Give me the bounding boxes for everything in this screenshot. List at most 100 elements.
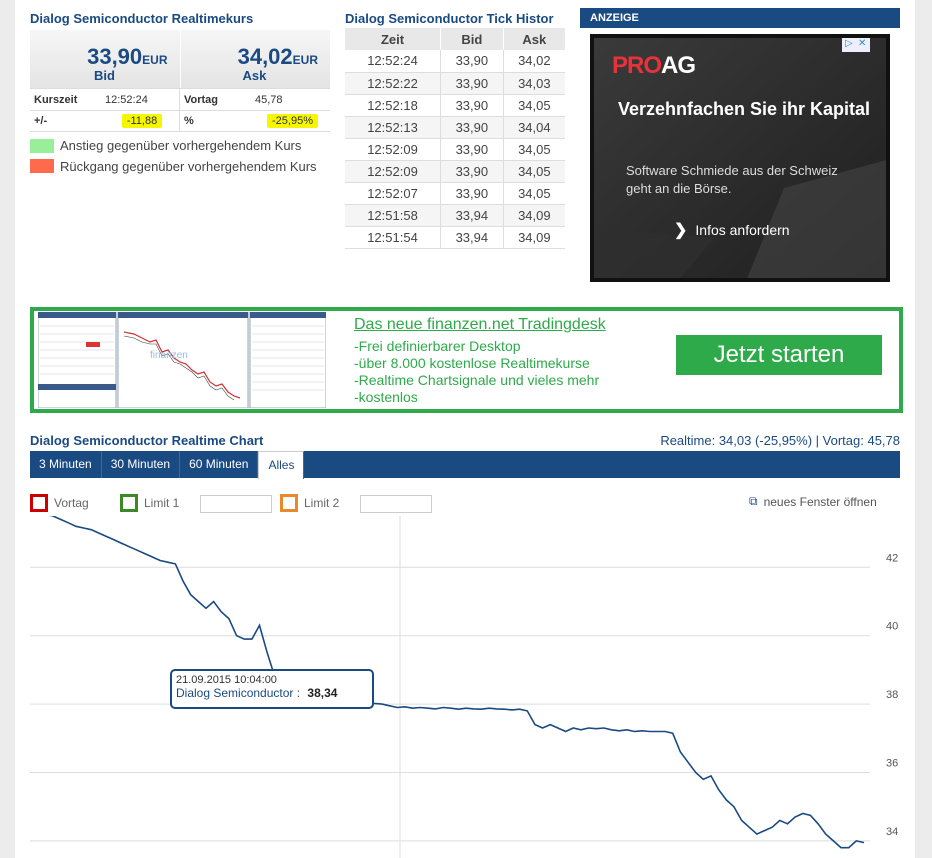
vortag-label: Vortag — [184, 93, 219, 106]
limit2-control[interactable]: Limit 2 — [280, 494, 339, 512]
vortag-checkbox[interactable] — [30, 494, 48, 512]
adchoices-icon: ▷ — [845, 38, 853, 49]
ad-cta-label: Infos anfordern — [695, 222, 790, 238]
tradingdesk-title[interactable]: Das neue finanzen.net Tradingdesk — [354, 316, 606, 333]
table-row: 12:52:18 33,90 34,05 — [345, 94, 565, 117]
limit2-checkbox[interactable] — [280, 494, 298, 512]
realtime-title: Dialog Semiconductor Realtimekurs — [30, 11, 254, 26]
pct-value: -25,95% — [267, 114, 318, 128]
bid-price-wrap: 33,90EUR — [87, 44, 167, 70]
tradingdesk-bullet: -Realtime Chartsignale und vieles mehr — [354, 372, 600, 388]
tooltip-value: 38,34 — [307, 686, 338, 700]
new-window-label: neues Fenster öffnen — [763, 494, 877, 509]
tick-header-ask: Ask — [503, 28, 565, 50]
proag-logo: PROAG — [612, 52, 696, 80]
tick-cell-ask: 34,09 — [503, 204, 565, 227]
series-line — [49, 516, 865, 849]
ad-cta[interactable]: ❯ Infos anfordern — [674, 220, 790, 240]
tick-cell-zeit: 12:52:22 — [345, 72, 442, 95]
table-row: 12:52:09 33,90 34,05 — [345, 160, 565, 183]
tick-cell-bid: 33,90 — [440, 138, 504, 161]
limit1-checkbox[interactable] — [120, 494, 138, 512]
tick-cell-ask: 34,09 — [503, 226, 565, 249]
price-chart[interactable]: 42 40 38 36 34 — [30, 516, 900, 858]
tick-table: Zeit Bid Ask 12:52:24 33,90 34,02 12:52:22 33,… — [345, 28, 565, 249]
y-tick-label: 36 — [886, 758, 898, 770]
chart-title: Dialog Semiconductor Realtime Chart — [30, 433, 264, 448]
tab-30-minuten[interactable]: 30 Minuten — [102, 451, 181, 478]
tick-cell-ask: 34,05 — [503, 160, 565, 183]
tick-cell-bid: 33,90 — [440, 72, 504, 95]
legend-up-text: Anstieg gegenüber vorhergehendem Kurs — [60, 138, 302, 153]
external-link-icon: ⧉ — [749, 494, 758, 508]
tick-cell-ask: 34,05 — [503, 94, 565, 117]
vortag-control[interactable]: Vortag — [30, 494, 89, 512]
legend-up-swatch — [30, 139, 54, 153]
chevron-right-icon: ❯ — [674, 222, 688, 239]
legend-up: Anstieg gegenüber vorhergehendem Kurs — [30, 138, 301, 153]
y-tick-label: 34 — [886, 826, 898, 838]
tick-cell-bid: 33,94 — [440, 204, 504, 227]
legend-down-text: Rückgang gegenüber vorhergehendem Kurs — [60, 159, 317, 174]
logo-ag: AG — [661, 52, 696, 79]
tab-alles[interactable]: Alles — [258, 451, 305, 479]
page: Dialog Semiconductor Realtimekurs 33,90E… — [15, 0, 915, 858]
chart-tabbar: 3 Minuten 30 Minuten 60 Minuten Alles — [30, 451, 900, 479]
realtime-box: 33,90EUR Bid 34,02EUR Ask Kurszeit 12:52… — [30, 30, 330, 132]
adchoices-badge[interactable]: ▷ ✕ — [842, 38, 870, 52]
ask-currency: EUR — [292, 53, 318, 67]
tradingdesk-bullet: -kostenlos — [354, 389, 418, 405]
limit2-label: Limit 2 — [304, 496, 340, 510]
tab-60-minuten[interactable]: 60 Minuten — [180, 451, 259, 478]
tick-header-bid: Bid — [440, 28, 504, 50]
pct-label: % — [184, 115, 194, 127]
ask-price-wrap: 34,02EUR — [238, 44, 318, 70]
limit1-label: Limit 1 — [144, 496, 180, 510]
ask-price: 34,02 — [237, 44, 293, 69]
tooltip-line: Dialog Semiconductor : 38,34 — [176, 686, 368, 700]
table-row: 12:52:22 33,90 34,03 — [345, 72, 565, 95]
ad-close-icon[interactable]: ✕ — [858, 38, 867, 49]
legend-down: Rückgang gegenüber vorhergehendem Kurs — [30, 158, 330, 175]
tick-cell-ask: 34,05 — [503, 182, 565, 205]
table-row: 12:51:58 33,94 34,09 — [345, 204, 565, 227]
y-tick-label: 38 — [886, 689, 898, 701]
bid-price: 33,90 — [87, 44, 143, 69]
table-row: 12:52:09 33,90 34,05 — [345, 138, 565, 161]
ad-body: Software Schmiede aus der Schweiz geht a… — [626, 163, 838, 196]
tick-cell-zeit: 12:52:07 — [345, 182, 442, 205]
tick-cell-bid: 33,94 — [440, 226, 504, 249]
y-tick-label: 40 — [886, 621, 898, 633]
tick-cell-ask: 34,02 — [503, 50, 565, 73]
tick-cell-bid: 33,90 — [440, 50, 504, 73]
tick-cell-ask: 34,03 — [503, 72, 565, 95]
limit1-control[interactable]: Limit 1 — [120, 494, 179, 512]
tick-cell-bid: 33,90 — [440, 182, 504, 205]
vortag-value: 45,78 — [255, 93, 283, 106]
limit2-input[interactable] — [360, 495, 432, 513]
tick-cell-bid: 33,90 — [440, 116, 504, 139]
tradingdesk-banner[interactable]: finanzen Das neue finanzen.net Tradingde… — [30, 307, 903, 413]
chart-realtime-info: Realtime: 34,03 (-25,95%) | Vortag: 45,7… — [660, 433, 900, 448]
diff-value: -11,88 — [121, 114, 163, 128]
bid-cell: 33,90EUR Bid — [30, 30, 181, 88]
chart-tooltip: 21.09.2015 10:04:00 Dialog Semiconductor… — [170, 669, 374, 709]
tradingdesk-bullet: -über 8.000 kostenlose Realtimekurse — [354, 355, 590, 371]
ad-banner[interactable]: ▷ ✕ PROAG Verzehnfachen Sie ihr Kapital … — [590, 34, 890, 282]
jetzt-starten-button[interactable]: Jetzt starten — [676, 335, 882, 375]
tradingdesk-bullets: -Frei definierbarer Desktop -über 8.000 k… — [354, 338, 599, 406]
ad-background — [594, 38, 886, 278]
tick-cell-zeit: 12:51:54 — [345, 226, 442, 249]
tick-cell-zeit: 12:52:13 — [345, 116, 442, 139]
tick-cell-ask: 34,04 — [503, 116, 565, 139]
tradingdesk-bullet: -Frei definierbarer Desktop — [354, 338, 521, 354]
table-row: 12:52:13 33,90 34,04 — [345, 116, 565, 139]
table-row: 12:51:54 33,94 34,09 — [345, 226, 565, 249]
table-row: 12:52:07 33,90 34,05 — [345, 182, 565, 205]
tick-cell-zeit: 12:52:18 — [345, 94, 442, 117]
limit1-input[interactable] — [200, 495, 272, 513]
tab-3-minuten[interactable]: 3 Minuten — [30, 451, 102, 478]
pct-cell: -25,95% — [255, 111, 330, 131]
tick-title: Dialog Semiconductor Tick Histor — [345, 11, 554, 26]
new-window-link[interactable]: ⧉ neues Fenster öffnen — [749, 494, 877, 509]
